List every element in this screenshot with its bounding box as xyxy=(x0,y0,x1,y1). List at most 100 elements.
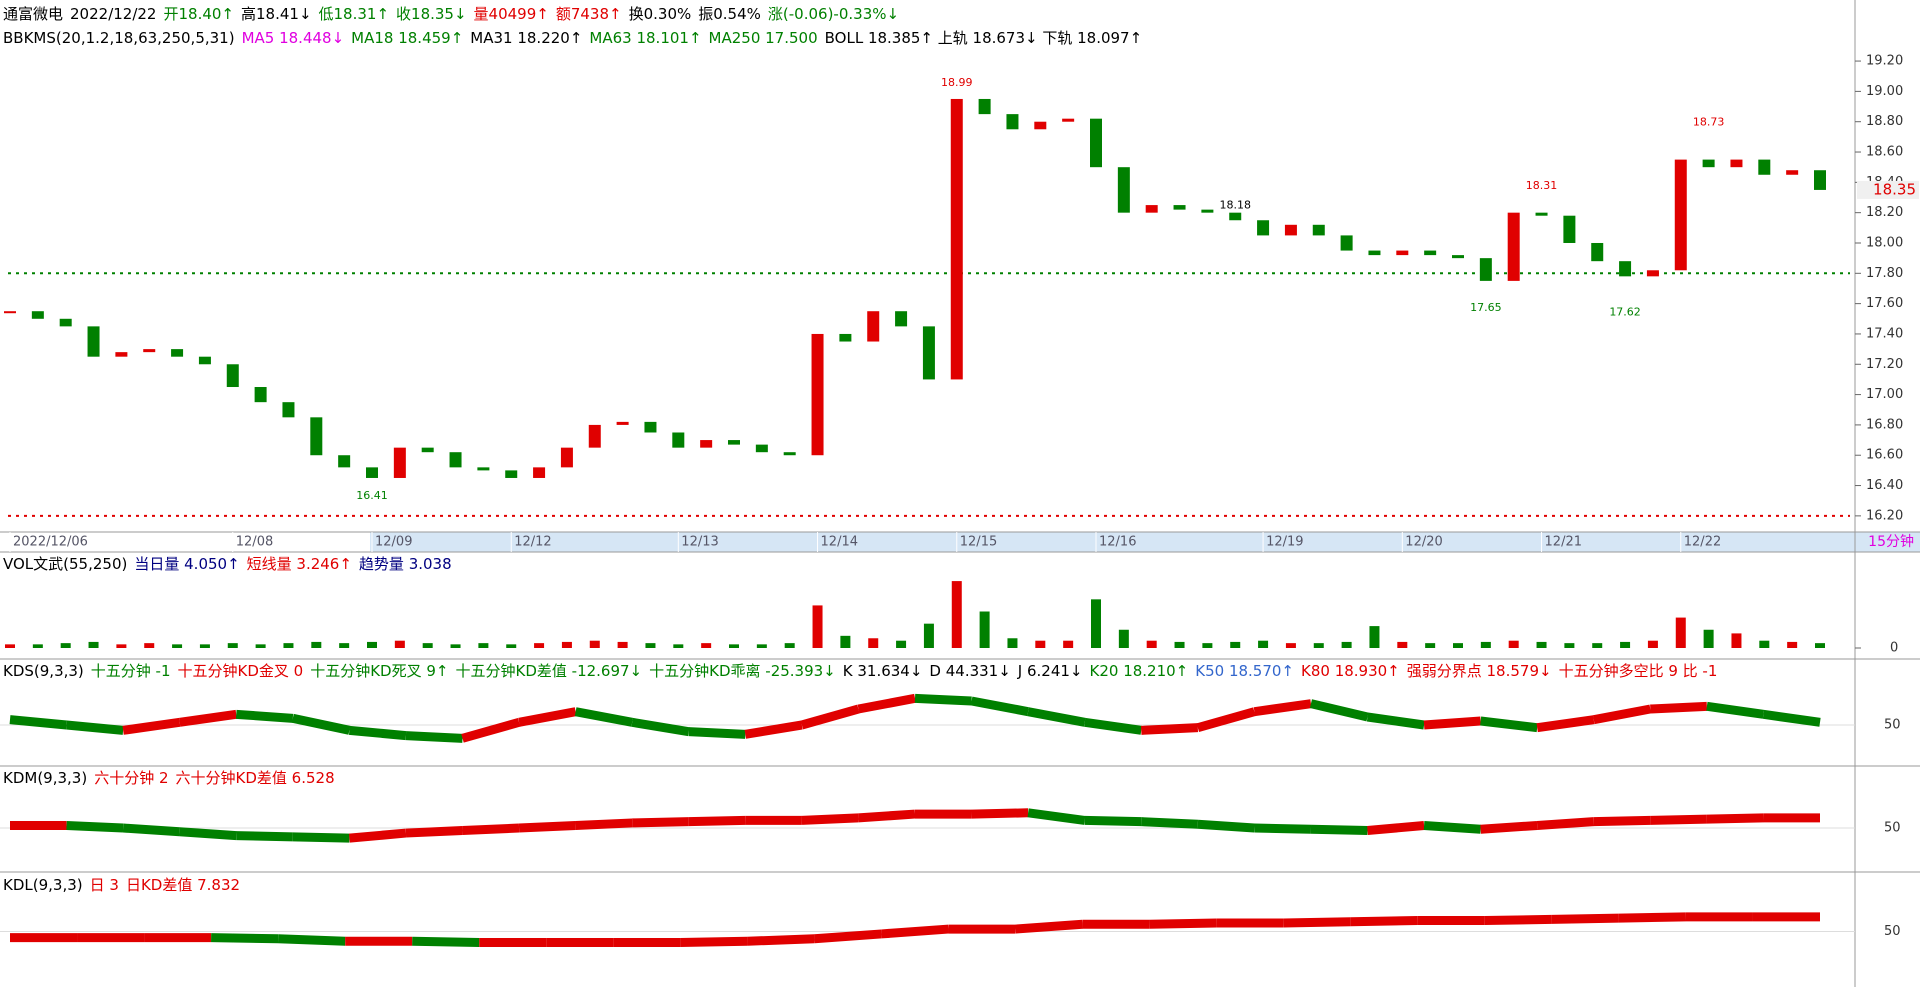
indicator-segment xyxy=(277,934,346,946)
volume-bar xyxy=(1815,643,1825,648)
header-item: MA18 18.459↑ xyxy=(351,29,464,47)
volume-bar xyxy=(923,623,934,648)
header-item: 通富微电 xyxy=(3,5,64,23)
indicator-segment xyxy=(1141,723,1199,735)
y-tick-label: 17.80 xyxy=(1866,266,1903,281)
indicator-segment xyxy=(1027,808,1086,825)
candle xyxy=(755,444,768,453)
indicator-segment xyxy=(122,717,181,735)
y-tick-label: 17.20 xyxy=(1866,357,1903,372)
panel-header: KDM(9,3,3) 六十分钟 2 六十分钟KD差值 6.528 xyxy=(3,767,342,788)
candle xyxy=(254,387,267,403)
price-annotation: 18.31 xyxy=(1526,179,1558,192)
header-item: J 6.241↓ xyxy=(1017,662,1083,680)
volume-bar xyxy=(1453,643,1463,648)
candle xyxy=(1646,270,1659,277)
volume-bar xyxy=(1425,643,1436,648)
volume-bar xyxy=(1397,641,1408,648)
candle xyxy=(87,326,100,357)
volume-bar xyxy=(199,644,210,648)
candle xyxy=(1006,114,1019,130)
volume-bar xyxy=(1480,641,1491,648)
volume-bar xyxy=(1536,641,1547,648)
indicator-segment xyxy=(291,713,351,735)
indicator-segment xyxy=(1283,917,1351,928)
indicator-segment xyxy=(1423,820,1481,834)
candle xyxy=(505,470,518,478)
candle xyxy=(421,447,434,453)
indicator-segment xyxy=(1423,716,1481,730)
header-item: 高18.41↓ xyxy=(241,5,312,23)
volume-bar xyxy=(896,640,907,648)
candle xyxy=(1758,159,1771,175)
candle xyxy=(1229,212,1242,221)
indicator-segment xyxy=(744,720,803,739)
candle xyxy=(700,440,713,448)
last-price-box xyxy=(1857,180,1919,199)
indicator-segment xyxy=(236,831,293,842)
volume-bar xyxy=(88,641,99,648)
candle xyxy=(1452,255,1464,259)
header-item: MA250 17.500 xyxy=(708,29,818,47)
indicator-segment xyxy=(858,809,916,823)
header-item: 日 3 xyxy=(89,876,119,894)
header-item: VOL文武(55,250) xyxy=(3,555,128,573)
x-tick-label: 12/12 xyxy=(514,535,551,550)
x-tick-label: 12/08 xyxy=(236,535,273,550)
price-annotation: 18.18 xyxy=(1219,199,1251,212)
y-tick-label: 17.40 xyxy=(1866,326,1903,341)
header-item: 趋势量 3.038 xyxy=(358,555,452,573)
candle xyxy=(588,424,601,448)
candle xyxy=(895,311,908,327)
volume-bar xyxy=(589,640,600,648)
header-item: MA31 18.220↑ xyxy=(470,29,583,47)
volume-bar xyxy=(478,643,489,648)
y-tick-label: 16.60 xyxy=(1866,448,1903,463)
candle xyxy=(310,417,323,456)
candle xyxy=(1507,212,1520,281)
indicator-segment xyxy=(462,823,520,836)
candle xyxy=(115,352,128,357)
candle xyxy=(1591,242,1604,262)
candle xyxy=(171,349,184,357)
indicator-segment xyxy=(9,715,67,730)
candle xyxy=(449,452,462,468)
header-item: 日KD差值 7.832 xyxy=(125,876,241,894)
panel-header: 通富微电 2022/12/22 开18.40↑ 高18.41↓ 低18.31↑ 收18.3… xyxy=(3,3,906,24)
y-tick-label: 18.80 xyxy=(1866,114,1903,129)
volume-bar xyxy=(394,640,405,648)
volume-bar xyxy=(534,643,545,648)
volume-bar xyxy=(339,643,350,648)
volume-bar xyxy=(144,643,155,648)
volume-bar xyxy=(506,644,517,648)
y-tick-label: 0 xyxy=(1890,641,1898,656)
candle xyxy=(477,467,490,471)
volume-bar xyxy=(1369,626,1380,648)
volume-bar xyxy=(1592,643,1603,648)
header-item: 振0.54% xyxy=(698,5,761,23)
x-tick-label: 12/20 xyxy=(1405,535,1442,550)
indicator-segment xyxy=(1310,824,1368,836)
candle xyxy=(1814,170,1826,190)
indicator-segment xyxy=(1592,704,1652,725)
indicator-segment xyxy=(688,727,746,739)
indicator-segment xyxy=(1084,717,1142,735)
volume-bar xyxy=(701,643,712,648)
volume-bar xyxy=(367,641,377,648)
candle xyxy=(867,311,880,342)
candle xyxy=(1034,121,1047,130)
indicator-segment xyxy=(1593,815,1651,827)
indicator-segment xyxy=(747,934,815,946)
indicator-segment xyxy=(66,720,124,735)
last-price: 18.35 xyxy=(1873,180,1916,198)
header-item: 六十分钟 2 xyxy=(94,769,169,787)
period-band xyxy=(1855,532,1920,552)
panel-header: KDL(9,3,3) 日 3 日KD差值 7.832 xyxy=(3,874,247,895)
indicator-segment xyxy=(461,718,521,743)
indicator-segment xyxy=(1480,820,1538,834)
indicator-segment xyxy=(914,693,972,706)
candle xyxy=(783,452,796,456)
volume-bar xyxy=(1285,643,1296,648)
header-item: 收18.35↓ xyxy=(396,5,467,23)
